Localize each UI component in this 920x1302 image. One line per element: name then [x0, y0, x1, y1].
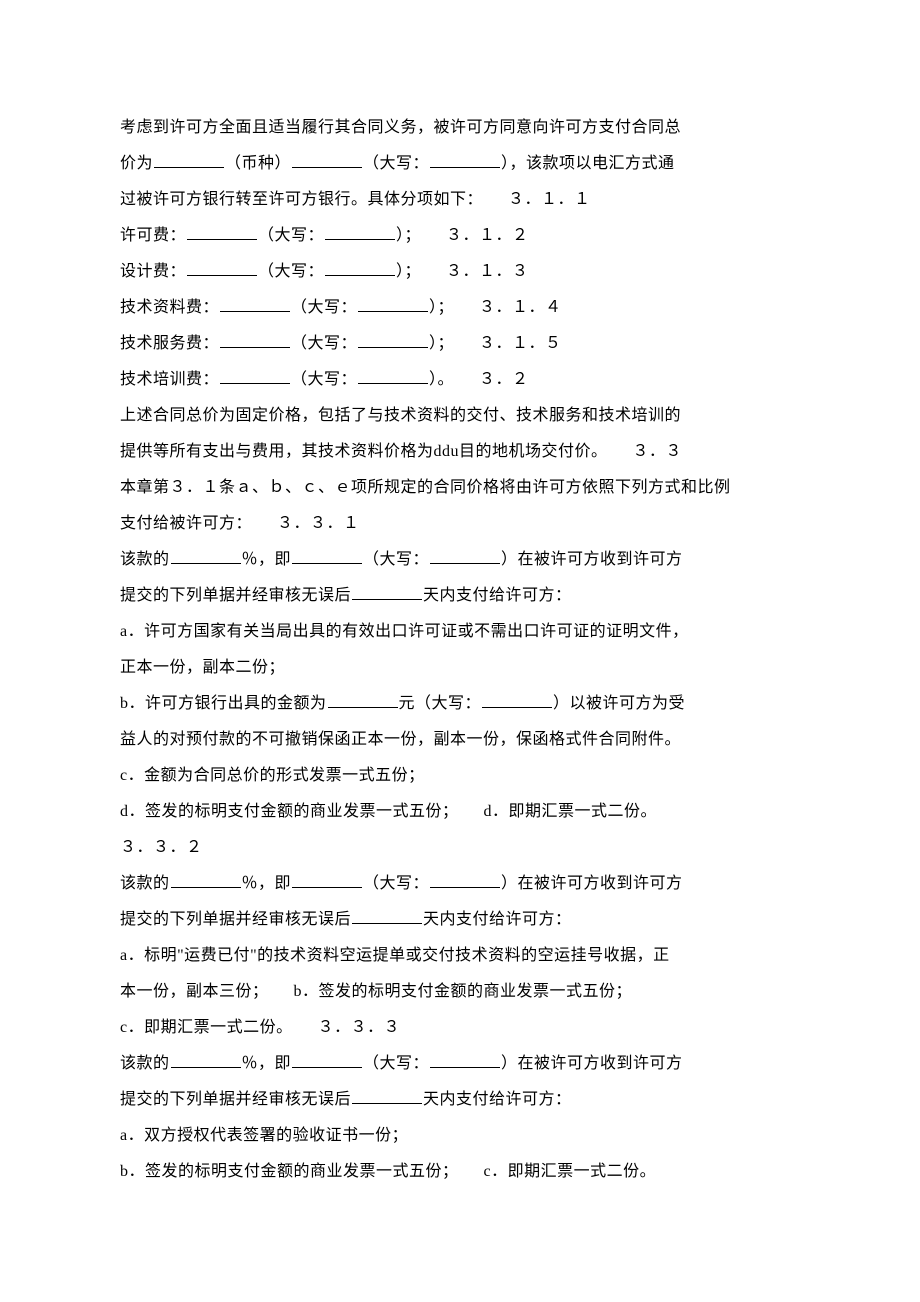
text-line: 本章第３．１条ａ、ｂ、ｃ、ｅ项所规定的合同价格将由许可方依照下列方式和比例: [120, 470, 800, 506]
text-span: （大写：: [363, 875, 429, 892]
text-span: （大写：: [363, 1055, 429, 1072]
text-span: 天内支付给许可方：: [423, 587, 572, 604]
text-line: b．签发的标明支付金额的商业发票一式五份； c．即期汇票一式二份。: [120, 1154, 800, 1190]
text-span: （大写：: [363, 155, 429, 172]
text-span: ）在被许可方收到许可方: [501, 875, 683, 892]
blank-field: [430, 1049, 500, 1068]
text-line: a．双方授权代表签署的验收证书一份；: [120, 1118, 800, 1154]
text-line: 本一份，副本三份； b．签发的标明支付金额的商业发票一式五份；: [120, 974, 800, 1010]
text-line: 技术培训费： （大写： ）。 ３．２: [120, 362, 800, 398]
text-span: ）； ３．１．３: [396, 263, 529, 280]
text-span: （币种）: [225, 155, 291, 172]
blank-field: [220, 329, 290, 348]
text-line: 技术资料费： （大写： ）； ３．１．４: [120, 290, 800, 326]
blank-field: [358, 293, 428, 312]
blank-field: [325, 221, 395, 240]
text-span: ）以被许可方为受: [553, 695, 685, 712]
blank-field: [171, 869, 241, 888]
text-span: （大写：: [291, 299, 357, 316]
blank-field: [430, 869, 500, 888]
text-span: 许可费：: [120, 227, 186, 244]
text-span: ）。 ３．２: [429, 371, 529, 388]
text-span: （大写：: [258, 263, 324, 280]
text-line: c．金额为合同总价的形式发票一式五份；: [120, 758, 800, 794]
blank-field: [292, 149, 362, 168]
text-line: 该款的 ％，即 （大写： ）在被许可方收到许可方: [120, 1046, 800, 1082]
blank-field: [328, 689, 398, 708]
blank-field: [187, 257, 257, 276]
text-line: 提交的下列单据并经审核无误后 天内支付给许可方：: [120, 578, 800, 614]
text-line: 提交的下列单据并经审核无误后 天内支付给许可方：: [120, 1082, 800, 1118]
text-span: 提交的下列单据并经审核无误后: [120, 1091, 351, 1108]
text-span: （大写：: [258, 227, 324, 244]
document-page: 考虑到许可方全面且适当履行其合同义务，被许可方同意向许可方支付合同总 价为 （币种…: [0, 0, 920, 1250]
blank-field: [220, 365, 290, 384]
blank-field: [171, 1049, 241, 1068]
text-span: b．许可方银行出具的金额为: [120, 695, 327, 712]
text-line: 益人的对预付款的不可撤销保函正本一份，副本一份，保函格式件合同附件。: [120, 722, 800, 758]
text-line: ３．３．２: [120, 830, 800, 866]
text-span: ％，即: [242, 875, 292, 892]
text-line: 该款的 ％，即 （大写： ）在被许可方收到许可方: [120, 542, 800, 578]
text-span: 技术资料费：: [120, 299, 219, 316]
blank-field: [352, 581, 422, 600]
text-line: 正本一份，副本二份；: [120, 650, 800, 686]
blank-field: [358, 329, 428, 348]
text-line: a．许可方国家有关当局出具的有效出口许可证或不需出口许可证的证明文件，: [120, 614, 800, 650]
text-span: ）在被许可方收到许可方: [501, 551, 683, 568]
blank-field: [220, 293, 290, 312]
text-span: 该款的: [120, 1055, 170, 1072]
text-span: 设计费：: [120, 263, 186, 280]
text-line: a．标明"运费已付"的技术资料空运提单或交付技术资料的空运挂号收据，正: [120, 938, 800, 974]
text-span: ％，即: [242, 551, 292, 568]
text-span: 技术服务费：: [120, 335, 219, 352]
text-span: 提交的下列单据并经审核无误后: [120, 587, 351, 604]
blank-field: [292, 545, 362, 564]
blank-field: [430, 545, 500, 564]
text-span: （大写：: [291, 335, 357, 352]
text-span: 元（大写：: [399, 695, 482, 712]
text-span: （大写：: [291, 371, 357, 388]
text-line: 考虑到许可方全面且适当履行其合同义务，被许可方同意向许可方支付合同总: [120, 110, 800, 146]
text-line: 提交的下列单据并经审核无误后 天内支付给许可方：: [120, 902, 800, 938]
blank-field: [187, 221, 257, 240]
blank-field: [430, 149, 500, 168]
blank-field: [292, 1049, 362, 1068]
text-line: 提供等所有支出与费用，其技术资料价格为ddu目的地机场交付价。 ３．３: [120, 434, 800, 470]
text-line: 上述合同总价为固定价格，包括了与技术资料的交付、技术服务和技术培训的: [120, 398, 800, 434]
text-span: 技术培训费：: [120, 371, 219, 388]
text-span: ）在被许可方收到许可方: [501, 1055, 683, 1072]
blank-field: [482, 689, 552, 708]
text-span: 提交的下列单据并经审核无误后: [120, 911, 351, 928]
text-line: b．许可方银行出具的金额为 元（大写： ）以被许可方为受: [120, 686, 800, 722]
blank-field: [171, 545, 241, 564]
text-span: （大写：: [363, 551, 429, 568]
blank-field: [352, 905, 422, 924]
text-span: ）； ３．１．５: [429, 335, 562, 352]
blank-field: [358, 365, 428, 384]
text-line: 技术服务费： （大写： ）； ３．１．５: [120, 326, 800, 362]
text-span: ）； ３．１．２: [396, 227, 529, 244]
text-span: 天内支付给许可方：: [423, 911, 572, 928]
text-line: 价为 （币种） （大写： ），该款项以电汇方式通: [120, 146, 800, 182]
blank-field: [352, 1085, 422, 1104]
text-line: 许可费： （大写： ）； ３．１．２: [120, 218, 800, 254]
text-span: ）； ３．１．４: [429, 299, 562, 316]
text-line: 该款的 ％，即 （大写： ）在被许可方收到许可方: [120, 866, 800, 902]
blank-field: [154, 149, 224, 168]
blank-field: [325, 257, 395, 276]
text-span: 该款的: [120, 551, 170, 568]
text-span: ），该款项以电汇方式通: [501, 155, 675, 172]
text-span: 该款的: [120, 875, 170, 892]
text-line: 设计费： （大写： ）； ３．１．３: [120, 254, 800, 290]
text-span: 价为: [120, 155, 153, 172]
text-span: 天内支付给许可方：: [423, 1091, 572, 1108]
text-line: d．签发的标明支付金额的商业发票一式五份； d．即期汇票一式二份。: [120, 794, 800, 830]
text-span: ％，即: [242, 1055, 292, 1072]
blank-field: [292, 869, 362, 888]
text-line: c．即期汇票一式二份。 ３．３．３: [120, 1010, 800, 1046]
text-line: 过被许可方银行转至许可方银行。具体分项如下： ３．１．１: [120, 182, 800, 218]
text-line: 支付给被许可方： ３．３．１: [120, 506, 800, 542]
